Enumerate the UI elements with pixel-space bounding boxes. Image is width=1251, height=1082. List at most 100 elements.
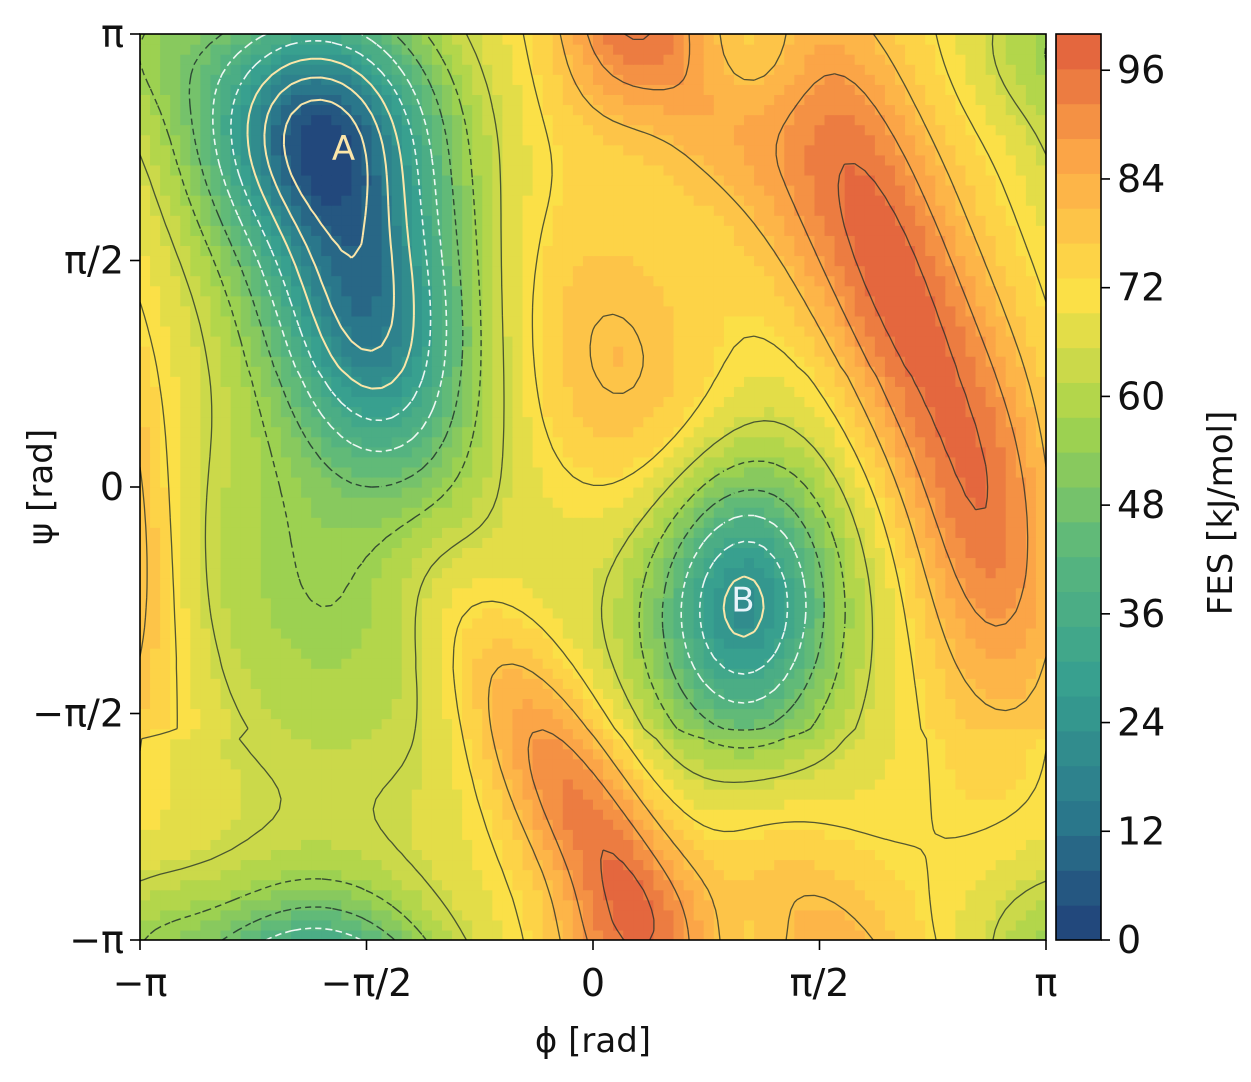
energy-cell bbox=[864, 778, 876, 790]
energy-cell bbox=[733, 738, 745, 750]
energy-cell bbox=[754, 396, 765, 408]
energy-cell bbox=[895, 849, 906, 861]
energy-cell bbox=[552, 537, 564, 548]
energy-cell bbox=[462, 517, 473, 528]
energy-cell bbox=[512, 688, 524, 699]
energy-cell bbox=[452, 758, 463, 770]
energy-cell bbox=[371, 648, 383, 659]
energy-cell bbox=[824, 919, 836, 931]
energy-cell bbox=[653, 909, 665, 921]
energy-cell bbox=[834, 758, 846, 770]
energy-cell bbox=[824, 648, 836, 659]
energy-cell bbox=[291, 648, 302, 659]
energy-cell bbox=[452, 527, 463, 538]
energy-cell bbox=[663, 627, 675, 639]
energy-cell bbox=[824, 386, 836, 397]
energy-cell bbox=[532, 638, 544, 649]
energy-cell bbox=[603, 919, 614, 931]
energy-cell bbox=[582, 839, 594, 850]
energy-cell bbox=[733, 507, 745, 518]
energy-cell bbox=[693, 466, 705, 478]
energy-cell bbox=[945, 476, 956, 488]
energy-cell bbox=[190, 487, 201, 498]
energy-cell bbox=[814, 799, 826, 810]
energy-cell bbox=[220, 698, 232, 710]
energy-cell bbox=[985, 577, 997, 589]
energy-cell bbox=[703, 627, 715, 639]
energy-cell bbox=[653, 728, 665, 740]
energy-cell bbox=[754, 436, 765, 448]
energy-cell bbox=[361, 799, 373, 810]
energy-cell bbox=[703, 758, 715, 770]
energy-cell bbox=[331, 547, 342, 559]
energy-cell bbox=[673, 607, 685, 619]
energy-cell bbox=[341, 758, 352, 770]
energy-cell bbox=[804, 406, 816, 418]
energy-cell bbox=[653, 476, 665, 488]
energy-cell bbox=[542, 778, 554, 790]
energy-cell bbox=[472, 638, 483, 649]
energy-cell bbox=[935, 537, 946, 548]
energy-cell bbox=[230, 758, 242, 770]
energy-cell bbox=[1035, 728, 1046, 740]
energy-cell bbox=[613, 396, 624, 408]
energy-cell bbox=[170, 899, 181, 911]
energy-cell bbox=[774, 708, 785, 720]
energy-cell bbox=[1025, 587, 1037, 599]
energy-cell bbox=[794, 567, 805, 579]
energy-cell bbox=[744, 527, 755, 538]
energy-cell bbox=[220, 789, 232, 800]
energy-cell bbox=[1025, 416, 1037, 428]
energy-cell bbox=[291, 537, 302, 548]
energy-cell bbox=[542, 466, 554, 478]
energy-cell bbox=[220, 668, 232, 679]
energy-cell bbox=[764, 436, 775, 448]
energy-cell bbox=[391, 456, 403, 468]
energy-cell bbox=[351, 547, 363, 559]
energy-cell bbox=[814, 436, 826, 448]
energy-cell bbox=[210, 789, 222, 800]
energy-cell bbox=[623, 708, 634, 720]
energy-cell bbox=[895, 929, 906, 940]
energy-cell bbox=[572, 607, 584, 619]
energy-cell bbox=[925, 819, 936, 830]
energy-cell bbox=[673, 819, 685, 830]
energy-cell bbox=[1015, 819, 1027, 830]
energy-cell bbox=[713, 426, 725, 438]
energy-cell bbox=[180, 829, 191, 840]
energy-cell bbox=[291, 476, 302, 488]
energy-cell bbox=[733, 688, 745, 699]
energy-cell bbox=[784, 688, 795, 699]
energy-cell bbox=[150, 879, 161, 891]
energy-cell bbox=[603, 587, 614, 599]
energy-cell bbox=[975, 718, 987, 730]
energy-cell bbox=[150, 839, 161, 850]
energy-cell bbox=[200, 406, 212, 418]
energy-cell bbox=[905, 547, 916, 559]
energy-cell bbox=[834, 547, 846, 559]
energy-cell bbox=[431, 436, 443, 448]
energy-cell bbox=[180, 909, 191, 921]
energy-cell bbox=[744, 708, 755, 720]
energy-cell bbox=[572, 426, 584, 438]
energy-cell bbox=[834, 446, 846, 458]
energy-cell bbox=[935, 416, 946, 428]
energy-cell bbox=[562, 668, 574, 679]
energy-cell bbox=[492, 607, 503, 619]
energy-cell bbox=[301, 778, 312, 790]
energy-cell bbox=[925, 406, 936, 418]
energy-cell bbox=[864, 648, 876, 659]
energy-cell bbox=[462, 487, 473, 498]
energy-cell bbox=[623, 497, 634, 508]
energy-cell bbox=[995, 557, 1007, 569]
energy-cell bbox=[572, 819, 584, 830]
energy-cell bbox=[683, 839, 695, 850]
energy-cell bbox=[331, 809, 342, 820]
energy-cell bbox=[250, 799, 262, 810]
energy-cell bbox=[492, 909, 503, 921]
energy-cell bbox=[955, 456, 967, 468]
energy-cell bbox=[915, 799, 926, 810]
energy-cell bbox=[482, 819, 493, 830]
energy-cell bbox=[180, 728, 191, 740]
energy-cell bbox=[784, 577, 795, 589]
